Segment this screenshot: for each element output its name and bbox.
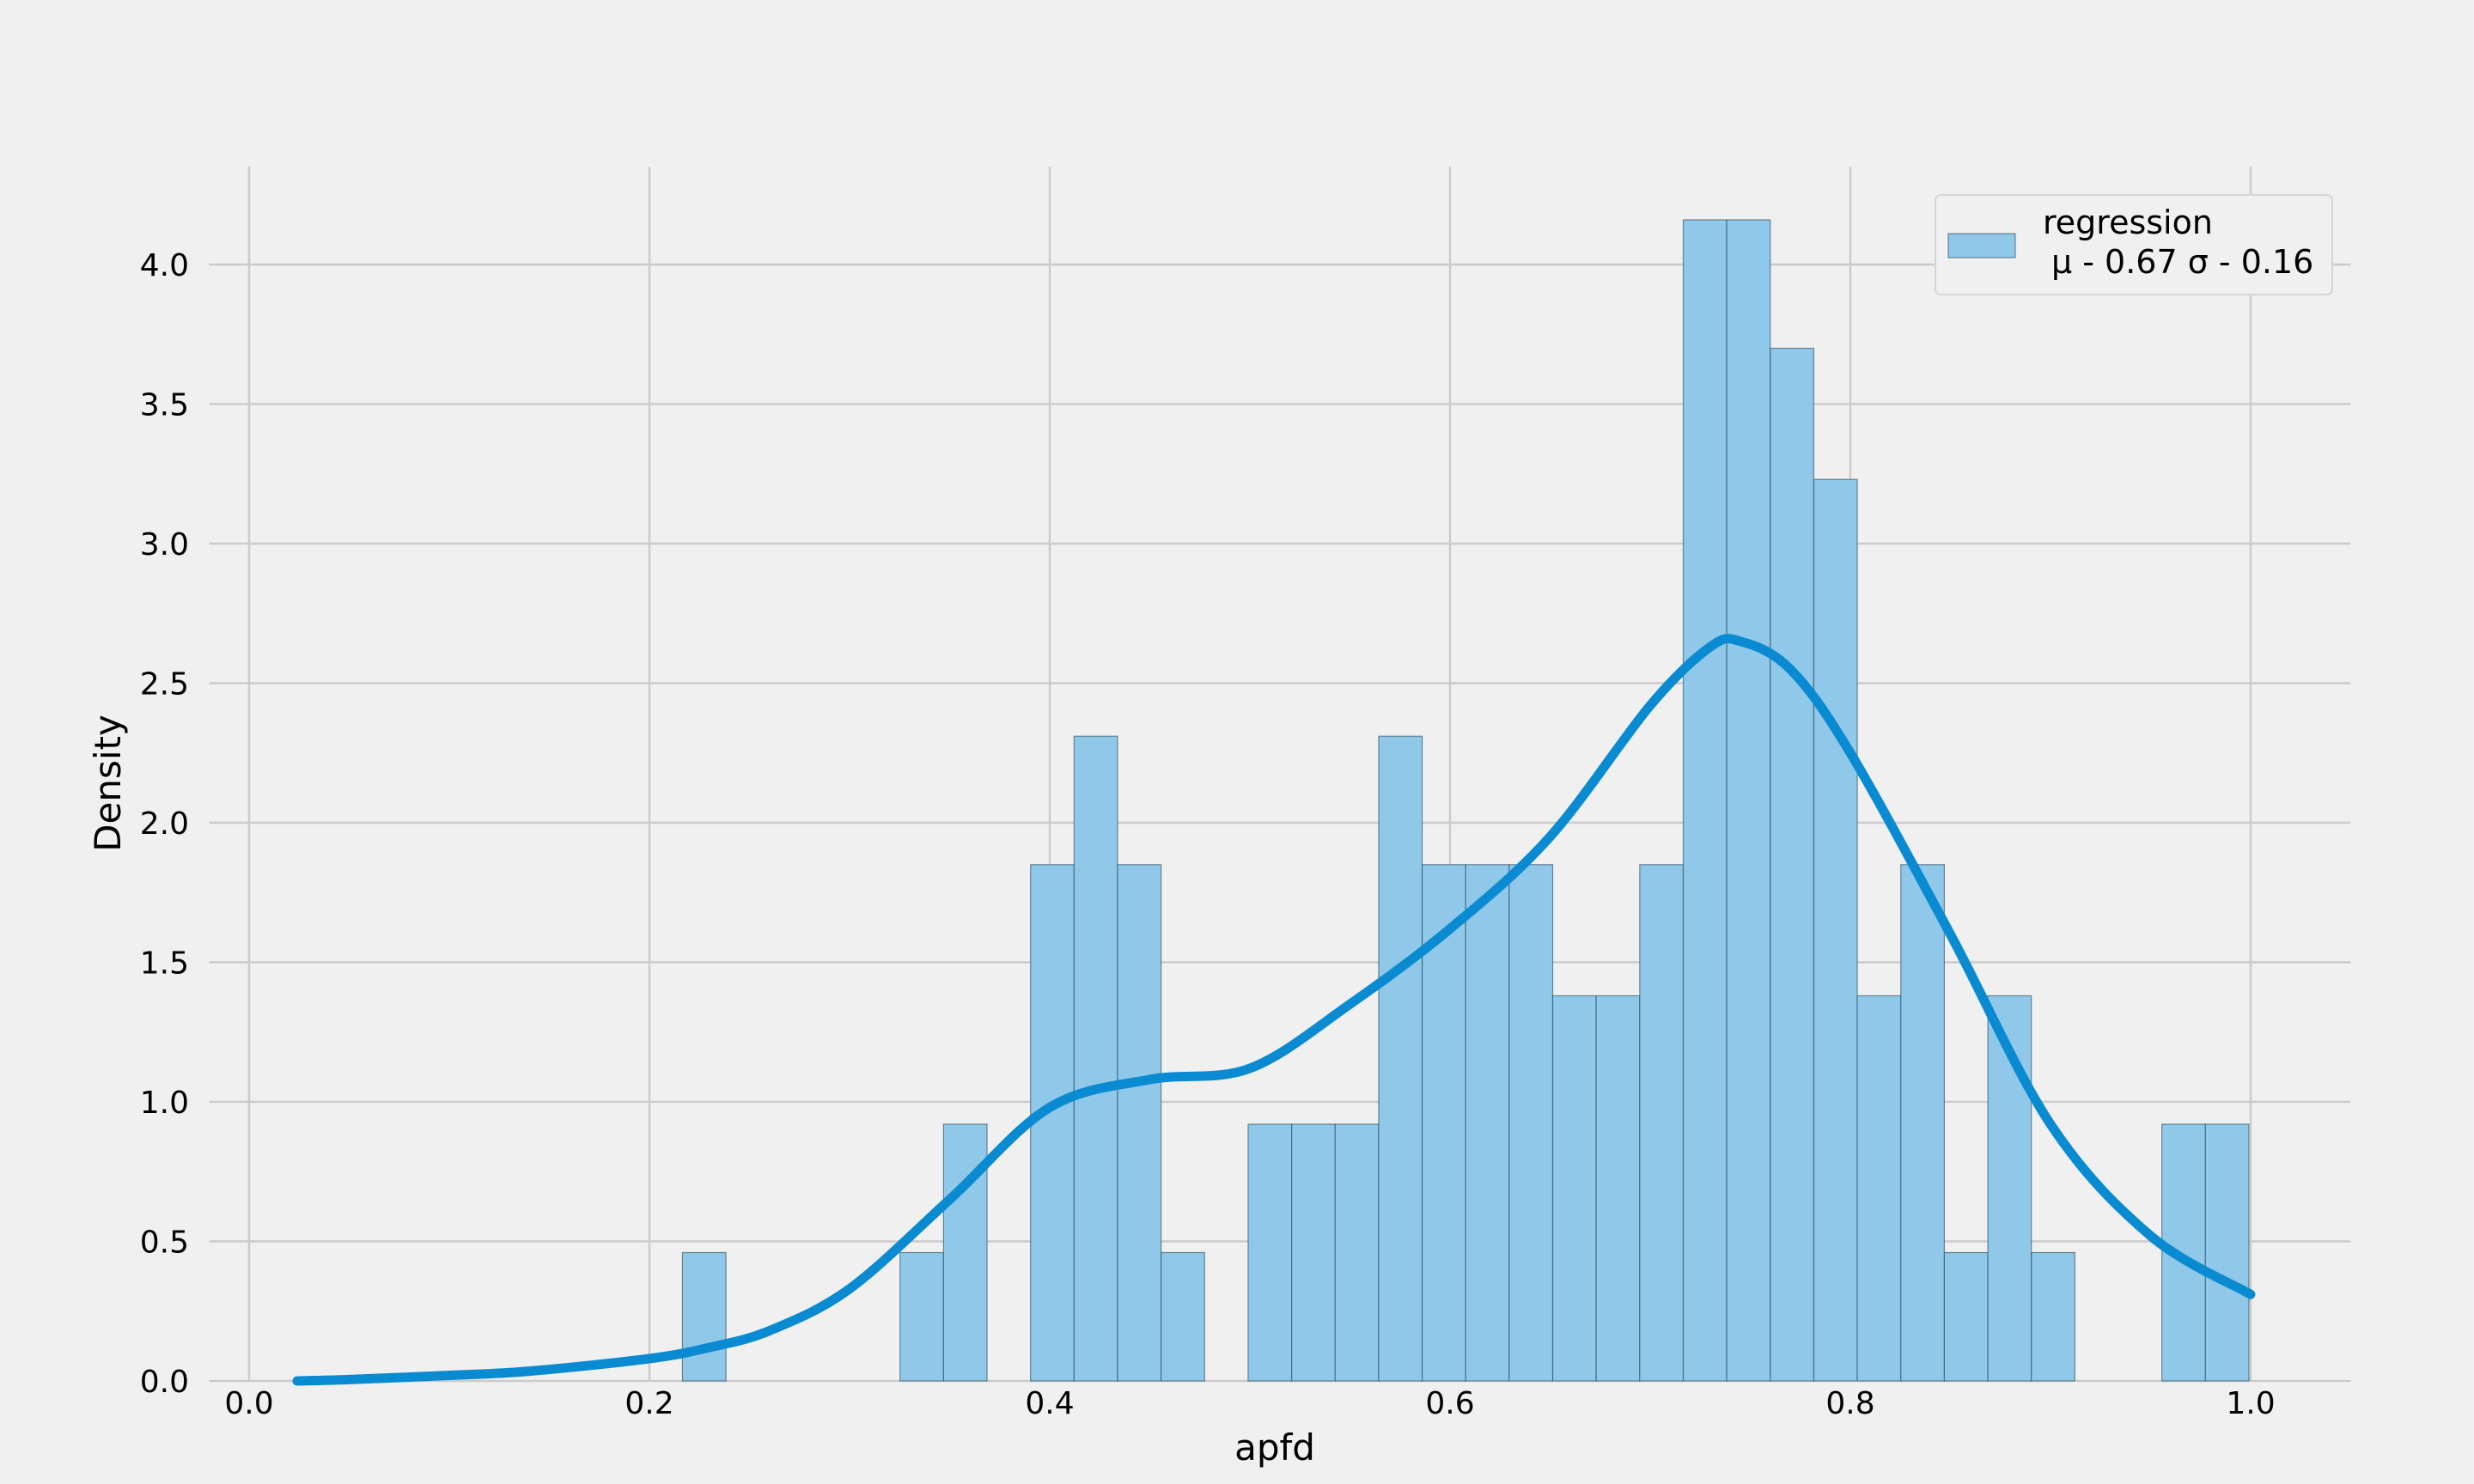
histogram-bar bbox=[1465, 864, 1510, 1382]
histogram-bar bbox=[1508, 864, 1554, 1382]
legend-swatch bbox=[1947, 233, 2016, 258]
y-axis-label: Density bbox=[87, 715, 129, 852]
x-tick-label: 1.0 bbox=[2226, 1386, 2275, 1421]
histogram-bar bbox=[1595, 994, 1641, 1382]
histogram-bar bbox=[1378, 735, 1423, 1382]
histogram-bar bbox=[1551, 994, 1597, 1382]
x-tick-labels: 0.0 0.2 0.4 0.6 0.8 1.0 bbox=[224, 1386, 2275, 1421]
histogram-bar bbox=[1334, 1123, 1380, 1382]
histogram-bar bbox=[1291, 1123, 1336, 1382]
histogram-bar bbox=[1117, 864, 1162, 1382]
legend: regression μ - 0.67 σ - 0.16 bbox=[1935, 194, 2333, 295]
y-tick-label: 0.5 bbox=[140, 1226, 189, 1261]
histogram-bar bbox=[681, 1251, 727, 1382]
histogram-bar bbox=[1856, 994, 1902, 1382]
kde-curve-group bbox=[292, 634, 2256, 1386]
histogram-bar bbox=[1813, 478, 1858, 1382]
histogram-bar bbox=[1161, 1251, 1205, 1382]
histogram-bar bbox=[1682, 219, 1728, 1382]
y-tick-labels: 0.0 0.5 1.0 1.5 2.0 2.5 3.0 3.5 4.0 bbox=[140, 248, 189, 1400]
x-tick-label: 0.6 bbox=[1425, 1386, 1474, 1421]
legend-box bbox=[1935, 194, 2333, 295]
histogram-bar bbox=[1770, 347, 1815, 1382]
y-tick-label: 3.5 bbox=[140, 388, 189, 423]
y-tick-label: 0.0 bbox=[140, 1365, 189, 1400]
x-tick-label: 0.0 bbox=[224, 1386, 273, 1421]
x-tick-label: 0.8 bbox=[1825, 1386, 1874, 1421]
x-tick-label: 0.4 bbox=[1025, 1386, 1074, 1421]
y-tick-label: 3.0 bbox=[140, 527, 189, 563]
histogram-bar bbox=[2031, 1251, 2075, 1382]
legend-stats-text: μ - 0.67 σ - 0.16 bbox=[2051, 243, 2313, 281]
histogram-bar bbox=[1247, 1123, 1293, 1382]
y-tick-label: 1.0 bbox=[140, 1086, 189, 1121]
histogram-bar bbox=[942, 1123, 988, 1382]
histogram-bar bbox=[1639, 864, 1685, 1382]
y-tick-label: 2.5 bbox=[140, 667, 189, 702]
y-tick-label: 4.0 bbox=[140, 248, 189, 283]
histogram-bar bbox=[1073, 735, 1118, 1382]
histogram-bar bbox=[1030, 864, 1075, 1382]
histogram-bar bbox=[899, 1251, 944, 1382]
x-axis-label: apfd bbox=[1234, 1426, 1315, 1469]
y-tick-label: 2.0 bbox=[140, 806, 189, 842]
histogram-bar bbox=[1726, 219, 1771, 1382]
legend-series-name: regression bbox=[2043, 204, 2213, 241]
histogram-bar bbox=[1943, 1251, 1989, 1382]
histogram-bars bbox=[681, 219, 2250, 1382]
histogram-bar bbox=[2204, 1123, 2250, 1382]
y-tick-label: 1.5 bbox=[140, 946, 189, 982]
grid-lines bbox=[209, 167, 2351, 1383]
x-tick-label: 0.2 bbox=[625, 1386, 673, 1421]
histogram-bar bbox=[1900, 864, 1946, 1382]
kde-line bbox=[292, 634, 2256, 1386]
